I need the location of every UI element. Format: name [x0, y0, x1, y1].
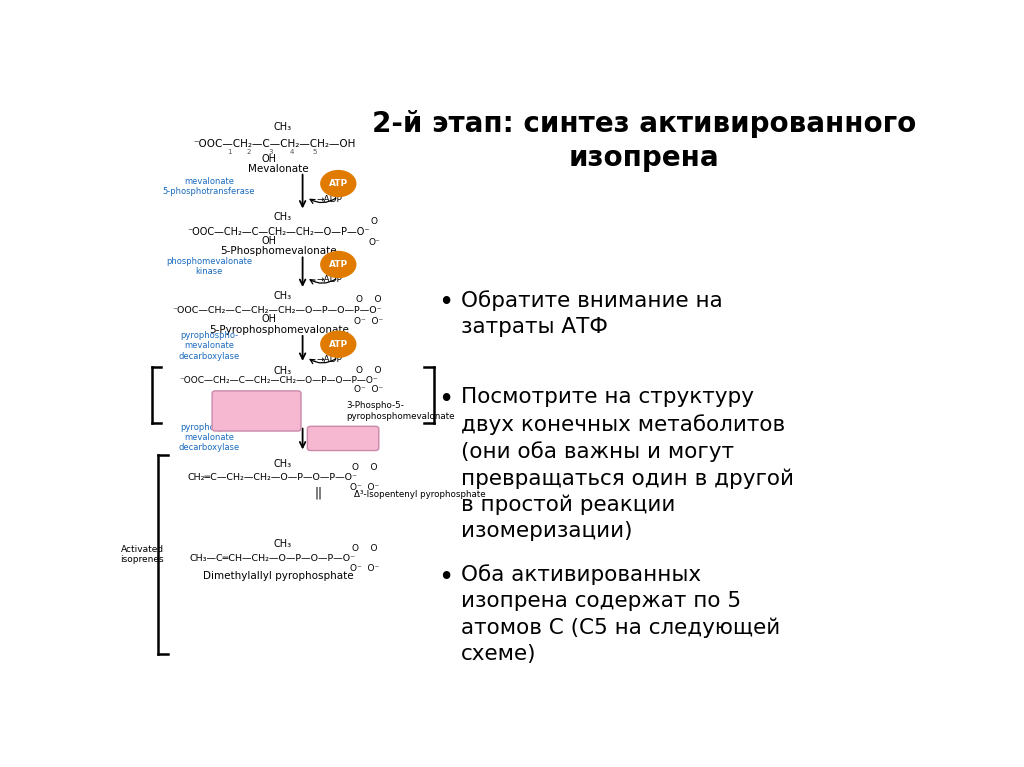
Text: OH: OH	[262, 154, 276, 164]
Text: •: •	[438, 565, 454, 591]
Text: O    O: O O	[355, 367, 381, 375]
Text: ⁻OOC—CH₂—C—CH₂—CH₂—OH: ⁻OOC—CH₂—C—CH₂—CH₂—OH	[194, 139, 356, 149]
Text: pyrophospho-
mevalonate
decarboxylase: pyrophospho- mevalonate decarboxylase	[178, 331, 240, 361]
Text: ⁻OOC—CH₂—C—CH₂—CH₂—O—P—O—P—O⁻: ⁻OOC—CH₂—C—CH₂—CH₂—O—P—O—P—O⁻	[172, 306, 382, 315]
Text: 2-й этап: синтез активированного
изопрена: 2-й этап: синтез активированного изопрен…	[372, 110, 915, 173]
Circle shape	[321, 331, 355, 357]
Text: 3-Phospho-5-
pyrophosphomevalonate: 3-Phospho-5- pyrophosphomevalonate	[346, 401, 455, 420]
Text: O: O	[253, 396, 260, 405]
Text: CH₂═C—CH₂—CH₂—O—P—O—P—O⁻: CH₂═C—CH₂—CH₂—O—P—O—P—O⁻	[187, 473, 357, 482]
Text: O⁻  O⁻: O⁻ O⁻	[350, 565, 379, 573]
Text: Обратите внимание на
затраты АТФ: Обратите внимание на затраты АТФ	[461, 290, 723, 337]
Text: mevalonate
5-phosphotransferase: mevalonate 5-phosphotransferase	[163, 177, 255, 196]
Text: Посмотрите на структуру
двух конечных метаболитов
(они оба важны и могут
превращ: Посмотрите на структуру двух конечных ме…	[461, 387, 795, 542]
Text: Mevalonate: Mevalonate	[249, 164, 309, 174]
Text: CH₃: CH₃	[273, 291, 292, 301]
Circle shape	[321, 170, 355, 196]
Text: Оба активированных
изопрена содержат по 5
атомов С (С5 на следующей
схеме): Оба активированных изопрена содержат по …	[461, 565, 780, 664]
Text: →ADP: →ADP	[316, 355, 343, 364]
Text: 1: 1	[227, 150, 231, 155]
FancyBboxPatch shape	[212, 391, 301, 431]
Text: O    O: O O	[351, 463, 377, 472]
Text: ⁻OOC—CH₂—C—CH₂—CH₂—O—P—O—P—O⁻: ⁻OOC—CH₂—C—CH₂—CH₂—O—P—O—P—O⁻	[179, 376, 378, 385]
Text: OH: OH	[262, 314, 276, 324]
Text: ||: ||	[314, 486, 323, 499]
Text: 3: 3	[268, 150, 273, 155]
Text: phosphomevalonate
kinase: phosphomevalonate kinase	[166, 257, 252, 276]
FancyBboxPatch shape	[307, 426, 379, 450]
Text: Activated
isoprenes: Activated isoprenes	[121, 545, 164, 565]
Text: OH: OH	[262, 236, 276, 246]
Circle shape	[321, 252, 355, 278]
Text: ATP: ATP	[329, 179, 348, 188]
Text: CH₃: CH₃	[273, 539, 292, 549]
Text: O—P—O⁻: O—P—O⁻	[238, 407, 280, 416]
Text: •: •	[438, 387, 454, 413]
Text: CH₃: CH₃	[273, 367, 292, 377]
Text: •: •	[438, 290, 454, 316]
Text: 5-Pyrophosphomevalonate: 5-Pyrophosphomevalonate	[209, 325, 349, 335]
Text: ATP: ATP	[329, 340, 348, 349]
Text: Dimethylallyl pyrophosphate: Dimethylallyl pyrophosphate	[204, 571, 354, 581]
Text: CH₃—C═CH—CH₂—O—P—O—P—O⁻: CH₃—C═CH—CH₂—O—P—O—P—O⁻	[189, 554, 355, 563]
Text: pyrophospho-
mevalonate
decarboxylase: pyrophospho- mevalonate decarboxylase	[178, 423, 240, 453]
Text: O⁻: O⁻	[251, 417, 262, 426]
Text: O⁻  O⁻: O⁻ O⁻	[354, 317, 383, 326]
Text: O⁻  O⁻: O⁻ O⁻	[350, 483, 379, 492]
Text: ATP: ATP	[329, 260, 348, 269]
Text: 4: 4	[290, 150, 295, 155]
Text: O⁻  O⁻: O⁻ O⁻	[354, 385, 383, 394]
Text: Δ³-Isopentenyl pyrophosphate: Δ³-Isopentenyl pyrophosphate	[354, 490, 485, 499]
Text: CH₃: CH₃	[273, 212, 292, 222]
Text: →ADP: →ADP	[316, 275, 343, 285]
Text: ⁻OOC—CH₂—C—CH₂—CH₂—O—P—O⁻: ⁻OOC—CH₂—C—CH₂—CH₂—O—P—O⁻	[187, 227, 370, 237]
Text: O    O: O O	[355, 295, 381, 304]
Text: 2: 2	[247, 150, 251, 155]
Text: →ADP: →ADP	[316, 195, 343, 204]
Text: 5: 5	[312, 150, 316, 155]
Text: O⁻: O⁻	[369, 238, 380, 247]
Text: 5-Phosphomevalonate: 5-Phosphomevalonate	[220, 246, 337, 256]
Text: O: O	[371, 217, 378, 225]
Text: CH₃: CH₃	[273, 459, 292, 469]
Text: O    O: O O	[351, 544, 377, 553]
Text: CO₂, Pᵢ: CO₂, Pᵢ	[327, 433, 359, 444]
Text: CH₃: CH₃	[273, 123, 292, 133]
